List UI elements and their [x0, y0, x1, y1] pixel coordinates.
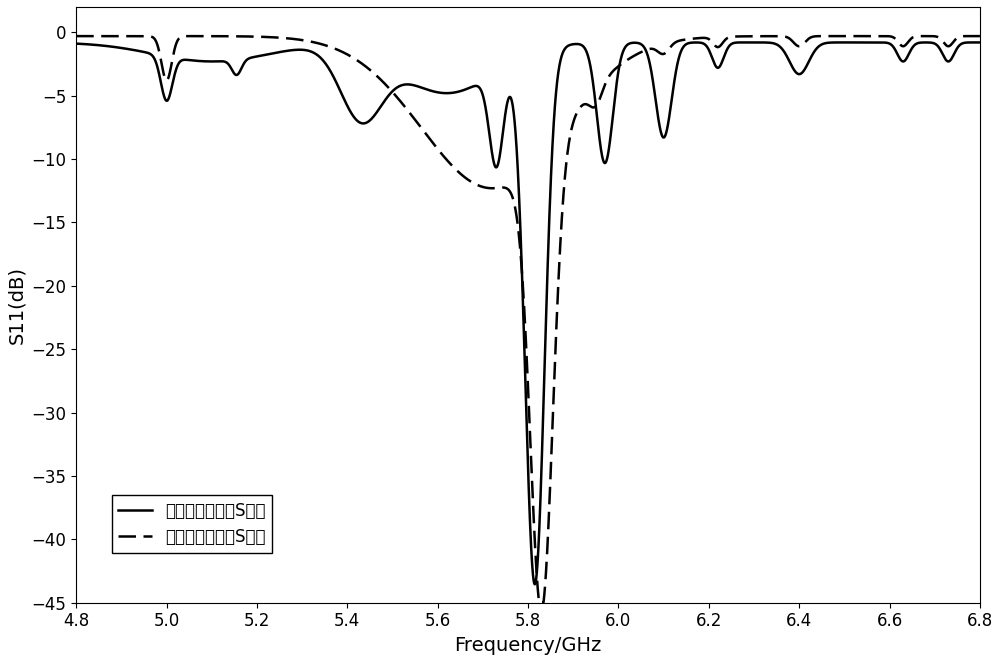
加载前模型实测S参数 — [974, 32, 986, 40]
加载后模型实测S参数 — [70, 40, 82, 48]
加载后模型实测S参数 — [457, 86, 469, 94]
加载前模型实测S参数 — [946, 39, 958, 47]
加载后模型实测S参数 — [947, 53, 959, 61]
加载后模型实测S参数 — [727, 39, 739, 47]
加载前模型实测S参数 — [70, 32, 82, 40]
Line: 加载前模型实测S参数: 加载前模型实测S参数 — [76, 36, 980, 603]
加载前模型实测S参数 — [500, 184, 512, 192]
加载前模型实测S参数 — [457, 172, 469, 180]
加载前模型实测S参数 — [450, 166, 462, 173]
Y-axis label: S11(dB): S11(dB) — [7, 266, 26, 344]
X-axis label: Frequency/GHz: Frequency/GHz — [454, 636, 602, 655]
Line: 加载后模型实测S参数: 加载后模型实测S参数 — [76, 42, 980, 585]
加载后模型实测S参数 — [902, 52, 914, 60]
加载后模型实测S参数 — [529, 581, 541, 589]
加载前模型实测S参数 — [727, 32, 739, 40]
加载后模型实测S参数 — [858, 38, 870, 46]
Legend: 加载后模型实测S参数, 加载前模型实测S参数: 加载后模型实测S参数, 加载前模型实测S参数 — [112, 495, 272, 553]
加载前模型实测S参数 — [901, 39, 913, 47]
加载后模型实测S参数 — [450, 88, 462, 96]
加载后模型实测S参数 — [500, 108, 512, 116]
加载前模型实测S参数 — [533, 599, 545, 607]
加载后模型实测S参数 — [974, 38, 986, 46]
